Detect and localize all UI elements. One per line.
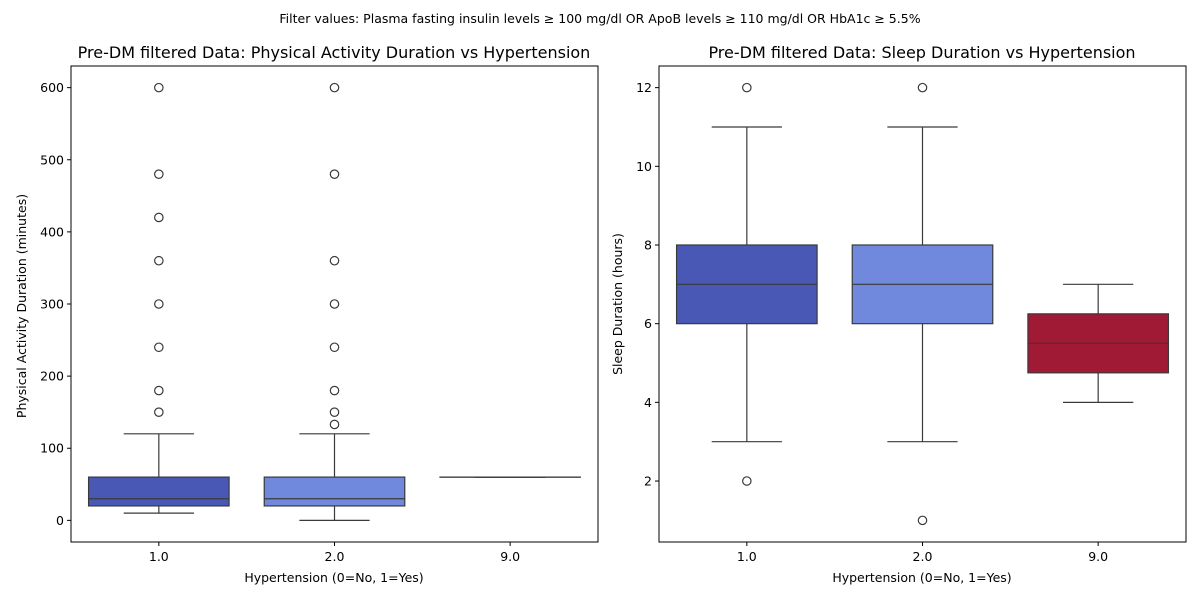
chart-left-xtick-label: 1.0 — [149, 549, 169, 564]
outlier-point — [154, 212, 164, 223]
outlier-point — [154, 82, 164, 93]
chart-left-ytick-label: 600 — [40, 80, 64, 95]
chart-left-xtick-label: 2.0 — [325, 549, 345, 564]
chart-left: Pre-DM filtered Data: Physical Activity … — [14, 43, 599, 585]
outlier-point — [154, 342, 164, 353]
chart-left-ytick-label: 200 — [40, 369, 64, 384]
chart-left-ytick-label: 100 — [40, 441, 64, 456]
chart-right-box-2-0 — [851, 82, 994, 526]
chart-right: Pre-DM filtered Data: Sleep Duration vs … — [610, 43, 1187, 585]
chart-right-ylabel: Sleep Duration (hours) — [610, 233, 625, 375]
chart-left-xlabel: Hypertension (0=No, 1=Yes) — [244, 570, 423, 585]
chart-right-xlabel: Hypertension (0=No, 1=Yes) — [832, 570, 1011, 585]
chart-left-ytick-label: 500 — [40, 152, 64, 167]
chart-left-plot-area: 0 100 200 300 400 500 600 1.0 2.0 9.0 — [40, 65, 599, 564]
chart-left-ylabel: Physical Activity Duration (minutes) — [14, 194, 29, 418]
chart-left-ytick-label: 300 — [40, 297, 64, 312]
outlier-point — [329, 342, 340, 353]
outlier-point — [154, 255, 164, 266]
chart-left-title: Pre-DM filtered Data: Physical Activity … — [78, 43, 591, 62]
outlier-point — [329, 169, 340, 179]
chart-right-xtick-label: 2.0 — [913, 549, 933, 564]
outlier-point — [154, 407, 164, 417]
chart-left-ytick-label: 400 — [40, 224, 64, 239]
chart-right-ytick-label: 8 — [644, 237, 652, 252]
outlier-point — [329, 299, 340, 309]
outlier-point — [154, 299, 164, 309]
chart-right-title: Pre-DM filtered Data: Sleep Duration vs … — [708, 43, 1135, 62]
outlier-point — [329, 385, 340, 396]
chart-left-box-2-0 — [263, 82, 406, 521]
outlier-point — [917, 82, 928, 93]
outlier-point — [154, 169, 164, 179]
outlier-point — [742, 476, 752, 486]
chart-right-box-1-0 — [675, 82, 818, 486]
chart-right-xtick-label: 1.0 — [737, 549, 757, 564]
chart-right-ytick-label: 10 — [636, 159, 652, 174]
chart-right-ytick-label: 6 — [644, 316, 652, 331]
chart-right-ytick-label: 2 — [644, 474, 652, 489]
figure-suptitle: Filter values: Plasma fasting insulin le… — [279, 11, 920, 26]
chart-left-box-1-0 — [87, 82, 230, 514]
iqr-box — [263, 476, 406, 507]
iqr-box — [87, 476, 230, 507]
chart-right-plot-area: 2 4 6 8 10 12 1.0 2.0 9.0 — [636, 65, 1187, 564]
outlier-point — [329, 255, 340, 266]
outlier-point — [329, 82, 340, 93]
chart-left-ytick-label: 0 — [56, 513, 64, 528]
outlier-point — [329, 419, 340, 430]
chart-right-ytick-label: 4 — [644, 395, 652, 410]
outlier-point — [742, 82, 752, 93]
outlier-point — [917, 515, 928, 526]
chart-right-xtick-label: 9.0 — [1088, 549, 1108, 564]
outlier-point — [329, 407, 340, 417]
chart-right-ytick-label: 12 — [636, 80, 652, 95]
outlier-point — [154, 385, 164, 396]
chart-left-xtick-label: 9.0 — [500, 549, 520, 564]
chart-right-box-9-0 — [1027, 283, 1170, 403]
